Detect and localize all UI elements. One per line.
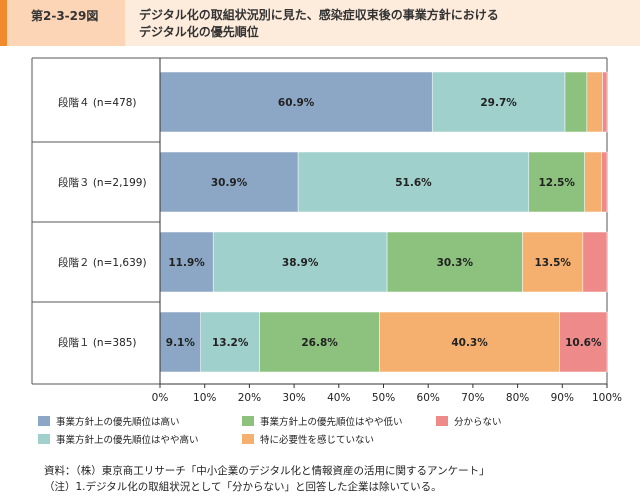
legend-swatch-high xyxy=(38,416,50,426)
bar-segment xyxy=(602,71,608,133)
figure-number: 第2-3-29図 xyxy=(7,0,125,46)
data-label: 40.3% xyxy=(451,337,488,349)
bar-segment xyxy=(159,151,299,213)
data-label: 13.2% xyxy=(212,337,249,349)
category-label: 段階１ (n=385) xyxy=(58,336,137,349)
bar-segment xyxy=(584,151,602,213)
header-accent-bar xyxy=(0,0,7,46)
legend-item-somewhat-low: 事業方針上の優先順位はやや低い xyxy=(242,414,403,430)
legend-label-somewhat-low: 事業方針上の優先順位はやや低い xyxy=(260,417,403,428)
bar-segment xyxy=(559,311,608,373)
stacked-bar-chart: 段階４ (n=478) 60.9% 29.7% 段階３ (n=2,199) 30.9% 5… xyxy=(31,57,622,404)
legend-item-high: 事業方針上の優先順位は高い xyxy=(38,414,180,430)
data-label: 30.3% xyxy=(437,257,474,269)
footnote: （注）1.デジタル化の取組状況として「分からない」と回答した企業は除いている。 xyxy=(44,481,442,493)
figure-footer: 資料：（株）東京商工リサーチ「中小企業のデジタル化と情報資産の活用に関するアンケ… xyxy=(44,463,490,495)
legend-swatch-somewhat-low xyxy=(242,416,254,426)
bar-segment xyxy=(259,311,380,373)
legend-label-somewhat-high: 事業方針上の優先順位はやや高い xyxy=(56,435,199,446)
x-tick-label: 20% xyxy=(238,392,261,404)
bar-segment xyxy=(159,71,433,133)
x-tick-label: 10% xyxy=(193,392,216,404)
data-label: 13.5% xyxy=(534,257,571,269)
category-label: 段階３ (n=2,199) xyxy=(58,176,147,189)
x-tick-label: 100% xyxy=(592,392,622,404)
figure-header: 第2-3-29図 デジタル化の取組状況別に見た、感染症収束後の事業方針における … xyxy=(0,0,640,46)
bar-segment xyxy=(297,151,530,213)
bar-segment xyxy=(379,311,560,373)
bar-segment xyxy=(522,231,584,293)
x-tick-label: 90% xyxy=(551,392,574,404)
legend-swatch-somewhat-high xyxy=(38,434,50,444)
data-label: 30.9% xyxy=(211,177,248,189)
category-label: 段階２ (n=1,639) xyxy=(58,256,147,269)
legend-label-high: 事業方針上の優先順位は高い xyxy=(56,417,180,428)
figure-title-line-2: デジタル化の優先順位 xyxy=(139,25,259,39)
bar-segment xyxy=(431,71,566,133)
figure-title-line-1: デジタル化の取組状況別に見た、感染症収束後の事業方針における xyxy=(139,8,499,22)
bar-segment xyxy=(586,71,603,133)
figure-title: デジタル化の取組状況別に見た、感染症収束後の事業方針における デジタル化の優先順… xyxy=(125,0,640,46)
data-label: 29.7% xyxy=(480,97,517,109)
x-tick-label: 0% xyxy=(152,392,169,404)
legend-item-somewhat-high: 事業方針上の優先順位はやや高い xyxy=(38,432,199,448)
x-tick-label: 70% xyxy=(461,392,484,404)
x-tick-label: 40% xyxy=(327,392,350,404)
data-label: 10.6% xyxy=(565,337,602,349)
data-label: 38.9% xyxy=(282,257,319,269)
legend-label-unknown: 分からない xyxy=(454,417,502,428)
bar-segment xyxy=(159,231,214,293)
bar-segment xyxy=(582,231,608,293)
x-tick-label: 50% xyxy=(372,392,395,404)
chart-legend: 事業方針上の優先順位は高い 事業方針上の優先順位はやや高い 事業方針上の優先順位… xyxy=(38,414,618,450)
legend-swatch-not-needed xyxy=(242,434,254,444)
legend-label-not-needed: 特に必要性を感じていない xyxy=(260,435,375,446)
category-label: 段階４ (n=478) xyxy=(58,96,137,109)
x-tick-label: 80% xyxy=(506,392,529,404)
bar-segment xyxy=(212,231,388,293)
bar-segment xyxy=(564,71,588,133)
bar-segment xyxy=(528,151,585,213)
source-note: 資料：（株）東京商工リサーチ「中小企業のデジタル化と情報資産の活用に関するアンケ… xyxy=(44,465,490,477)
bar-segment xyxy=(601,151,608,213)
data-label: 11.9% xyxy=(168,257,205,269)
legend-item-not-needed: 特に必要性を感じていない xyxy=(242,432,374,448)
data-label: 26.8% xyxy=(301,337,338,349)
data-label: 60.9% xyxy=(278,97,315,109)
data-label: 12.5% xyxy=(538,177,575,189)
data-label: 51.6% xyxy=(395,177,432,189)
legend-swatch-unknown xyxy=(436,416,448,426)
legend-item-unknown: 分からない xyxy=(436,414,502,430)
data-label: 9.1% xyxy=(166,337,196,349)
bar-segment xyxy=(159,311,201,373)
bar-segment xyxy=(200,311,260,373)
x-tick-label: 30% xyxy=(282,392,305,404)
x-tick-label: 60% xyxy=(417,392,440,404)
bar-segment xyxy=(386,231,523,293)
